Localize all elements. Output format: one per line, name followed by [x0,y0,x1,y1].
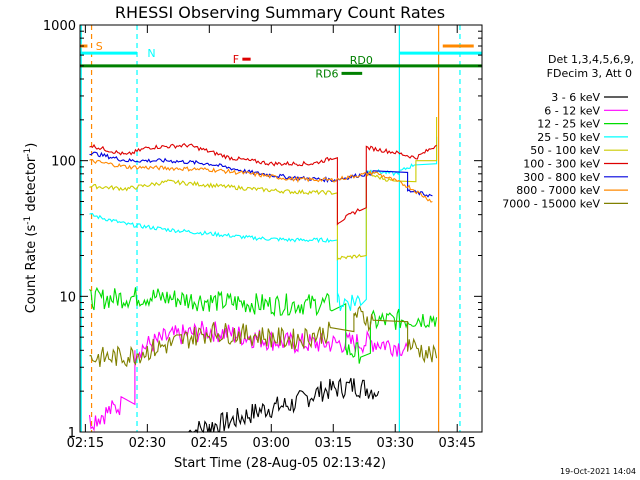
legend: Det 1,3,4,5,6,9, FDecim 3, Att 0 3 - 6 k… [502,53,634,210]
vertical-markers [80,25,461,432]
x-axis-ticks: 02:15 02:30 02:45 03:00 03:15 03:30 03:45 [67,25,476,451]
x-axis-label: Start Time (28-Aug-05 02:13:42) [174,456,386,471]
legend-label-2: 12 - 25 keV [537,118,600,131]
y-tick-label-3: 1000 [43,19,76,34]
plot-frame [79,24,483,433]
y-label-main: Count Rate (s [24,225,39,314]
legend-header-line-1: Det 1,3,4,5,6,9, [548,53,634,66]
x-tick-label-3: 03:00 [253,436,290,451]
legend-label-1: 6 - 12 keV [544,104,600,117]
x-tick-label-6: 03:45 [438,436,475,451]
legend-label-5: 100 - 300 keV [523,158,600,171]
chart-title: RHESSI Observing Summary Count Rates [115,3,445,22]
series-line-4 [89,117,438,261]
series-line-3 [89,136,438,312]
flag-label-0: S [96,40,103,53]
legend-label-7: 800 - 7000 keV [516,184,600,197]
x-tick-label-4: 03:15 [315,436,352,451]
legend-label-8: 7000 - 15000 keV [502,197,600,210]
series-line-7 [89,158,433,203]
flag-label-2: F [233,53,239,66]
y-tick-label-2: 100 [51,155,76,170]
series-line-2 [89,286,438,364]
y-tick-label-0: 1 [68,426,76,441]
series-line-0 [188,377,380,434]
flag-label-4: RD6 [315,67,338,80]
series-layer [88,117,438,434]
series-line-5 [89,142,437,226]
y-label-sup2: -1 [23,148,33,157]
flag-label-1: N [147,47,155,60]
y-label-end: ) [24,143,39,148]
x-tick-label-2: 02:45 [191,436,228,451]
legend-label-4: 50 - 100 keV [530,144,600,157]
y-label-mid: detector [24,156,39,216]
legend-header-line-2: FDecim 3, Att 0 [547,67,632,80]
y-axis-ticks: 1 10 100 1000 [43,19,482,441]
legend-label-6: 300 - 800 keV [523,171,600,184]
y-tick-label-1: 10 [59,290,76,305]
series-line-8 [89,305,438,368]
x-tick-label-1: 02:30 [129,436,166,451]
x-tick-label-0: 02:15 [67,436,104,451]
flag-bars: S N F RD0 RD6 [80,40,482,80]
legend-label-0: 3 - 6 keV [551,91,600,104]
timestamp: 19-Oct-2021 14:04 [560,467,636,476]
legend-label-3: 25 - 50 keV [537,131,600,144]
y-axis-label: Count Rate (s-1 detector-1) [23,143,39,314]
flag-label-3: RD0 [350,54,373,67]
x-tick-label-5: 03:30 [377,436,414,451]
y-label-sup1: -1 [23,216,33,225]
